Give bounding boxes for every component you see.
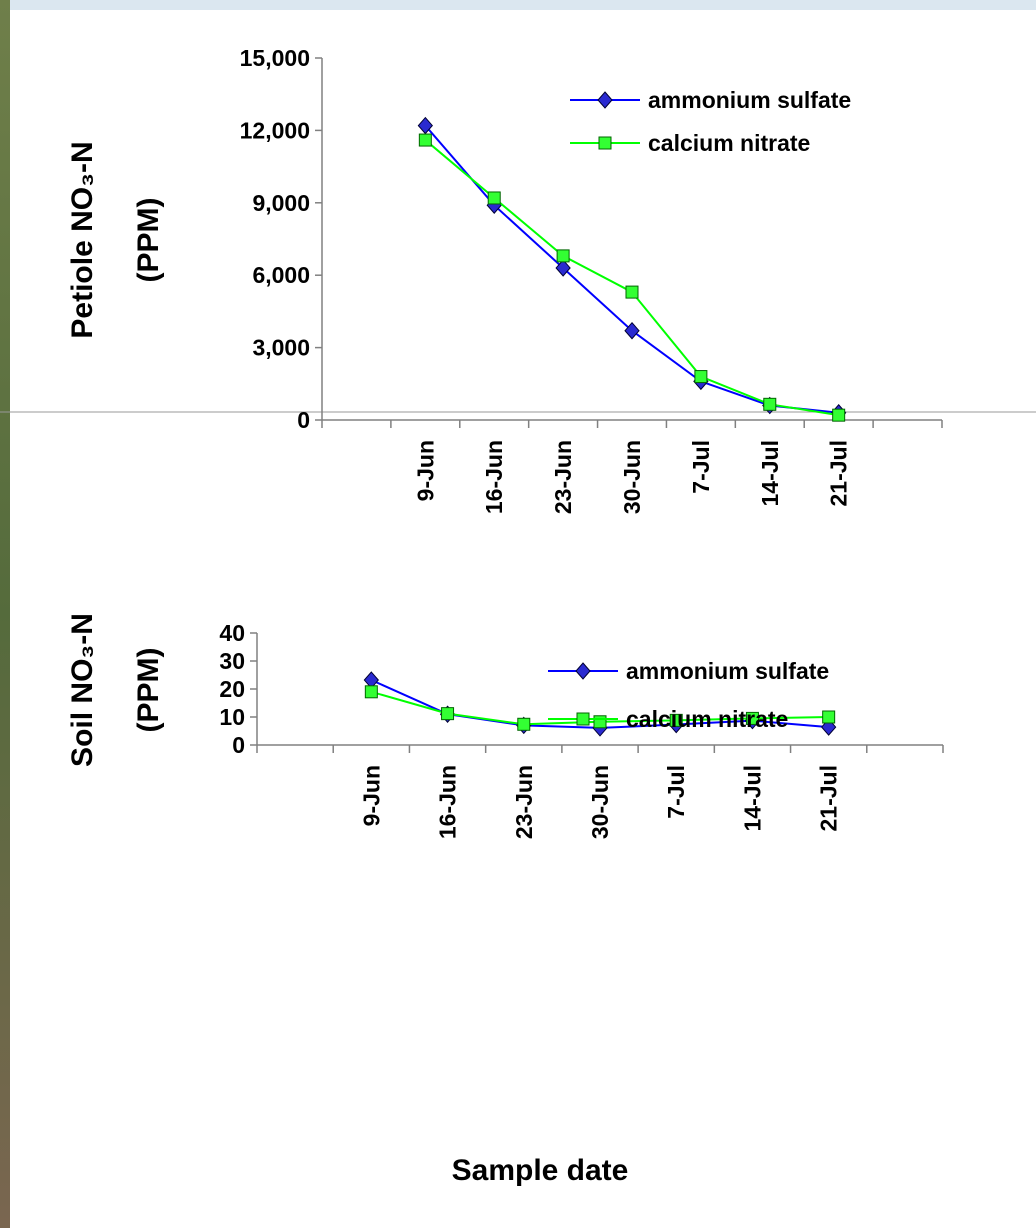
legend-label: calcium nitrate [626,706,788,732]
data-point [669,713,683,727]
data-point [364,685,378,699]
series-line [424,139,839,417]
data-point [624,321,640,340]
data-point [487,191,501,205]
data-point [832,408,846,422]
y-tick-label: 20 [219,676,245,702]
y-tick-label: 10 [219,704,245,730]
x-tick-label: 16-Jun [481,440,507,514]
data-point [555,259,571,277]
top-band [0,0,1036,10]
data-point [441,707,455,721]
legend-marker [575,662,591,680]
y-tick-label: 0 [297,407,310,433]
x-tick-label: 21-Jul [816,765,842,831]
legend-label: ammonium sulfate [648,87,851,113]
x-tick-label: 23-Jun [511,765,537,839]
y-tick-label: 9,000 [252,190,310,216]
data-point [556,249,570,263]
y-axis-label: (PPM) [132,198,165,283]
data-point [418,133,432,147]
legend-marker [597,91,613,109]
series-line [424,124,839,414]
data-point [694,370,708,384]
x-tick-label: 14-Jul [757,440,783,506]
x-tick-label: 14-Jul [739,765,765,831]
photo-strip [0,0,10,1228]
y-tick-label: 3,000 [252,335,310,361]
x-tick-label: 30-Jun [587,765,613,839]
y-tick-label: 0 [232,732,245,758]
y-tick-label: 15,000 [240,45,310,71]
y-axis-label: Petiole NO₃-N [66,141,99,338]
y-axis-label: Soil NO₃-N [66,613,99,767]
x-tick-label: 23-Jun [550,440,576,514]
legend-label: ammonium sulfate [626,658,829,684]
x-tick-label: 9-Jun [412,440,438,501]
y-tick-label: 30 [219,648,245,674]
x-tick-label: 30-Jun [619,440,645,514]
data-point [822,710,836,724]
x-tick-label: 7-Jul [663,765,689,819]
x-tick-label: 16-Jun [435,765,461,839]
y-tick-label: 40 [219,620,245,646]
data-point [625,285,639,299]
data-point [745,711,759,725]
x-tick-label: 21-Jul [826,440,852,506]
x-tick-label: 9-Jun [358,765,384,826]
data-point [593,715,607,729]
data-point [517,717,531,731]
legend-label: calcium nitrate [648,130,810,156]
y-axis-label: (PPM) [132,648,165,733]
y-tick-label: 12,000 [240,117,310,143]
y-tick-label: 6,000 [252,262,310,288]
x-tick-label: 7-Jul [688,440,714,494]
legend-marker [576,712,590,726]
x-axis-label: Sample date [452,1154,629,1187]
legend-marker [598,136,612,150]
data-point [763,397,777,411]
